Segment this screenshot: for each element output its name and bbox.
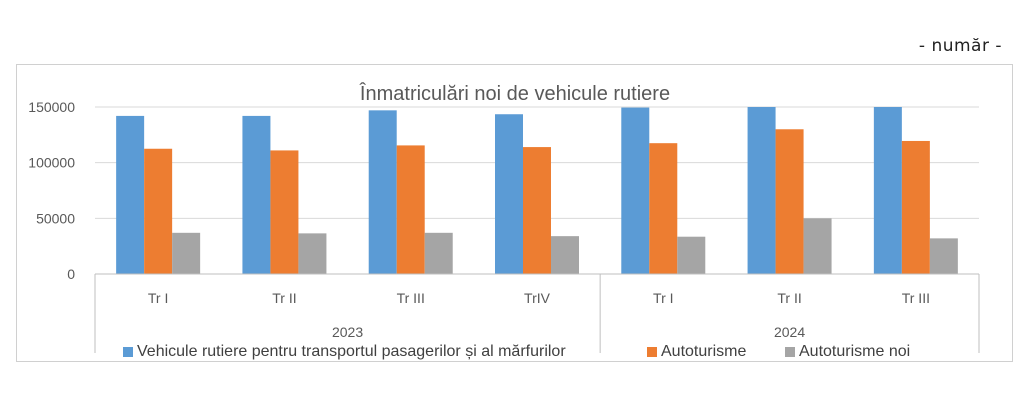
legend-swatch xyxy=(647,347,657,357)
group-label: 2024 xyxy=(774,324,805,340)
legend-swatch xyxy=(123,347,133,357)
bar xyxy=(368,110,397,274)
x-tick-label: Tr I xyxy=(653,290,673,306)
legend-label: Autoturisme xyxy=(661,343,746,360)
bar xyxy=(803,218,832,274)
bars xyxy=(116,107,958,274)
bar xyxy=(901,140,930,274)
bar xyxy=(523,147,551,274)
x-tick-label: Tr III xyxy=(397,290,425,306)
bar xyxy=(424,232,453,274)
legend-label: Vehicule rutiere pentru transportul pasa… xyxy=(137,343,566,360)
bar xyxy=(621,107,650,274)
bar xyxy=(495,114,523,274)
bar-chart: Înmatriculări noi de vehicule rutiere 0 5… xyxy=(28,82,980,360)
y-tick-label: 150000 xyxy=(28,99,75,115)
x-tick-label: Tr II xyxy=(272,290,296,306)
bar xyxy=(747,107,776,274)
legend-label: Autoturisme noi xyxy=(799,343,910,360)
bar xyxy=(551,236,579,274)
bar xyxy=(649,143,678,274)
legend-swatch xyxy=(785,347,795,357)
y-tick-label: 50000 xyxy=(36,210,75,226)
legend: Vehicule rutiere pentru transportul pasa… xyxy=(123,343,910,360)
bar xyxy=(929,238,958,274)
bar xyxy=(172,232,201,274)
bar xyxy=(270,150,299,274)
group-label: 2023 xyxy=(332,324,363,340)
y-axis-ticks: 0 50000 100000 150000 xyxy=(28,99,75,282)
chart-title: Înmatriculări noi de vehicule rutiere xyxy=(359,82,670,105)
bar xyxy=(873,107,902,274)
x-tick-label: TrIV xyxy=(524,290,551,306)
x-tick-label: Tr III xyxy=(902,290,930,306)
bar xyxy=(144,148,173,274)
unit-label: - număr - xyxy=(918,36,1002,56)
chart-frame: Înmatriculări noi de vehicule rutiere 0 5… xyxy=(16,64,1013,362)
x-tick-label: Tr I xyxy=(148,290,168,306)
x-axis: Tr I Tr II Tr III TrIV Tr I Tr II Tr III 2023 20… xyxy=(94,273,980,353)
x-tick-label: Tr II xyxy=(777,290,801,306)
bar xyxy=(298,233,327,274)
y-tick-label: 100000 xyxy=(28,155,75,171)
bar xyxy=(396,145,425,274)
bar xyxy=(116,115,145,274)
y-tick-label: 0 xyxy=(67,266,75,282)
bar xyxy=(242,115,271,274)
bar xyxy=(677,236,706,274)
bar xyxy=(775,129,804,274)
